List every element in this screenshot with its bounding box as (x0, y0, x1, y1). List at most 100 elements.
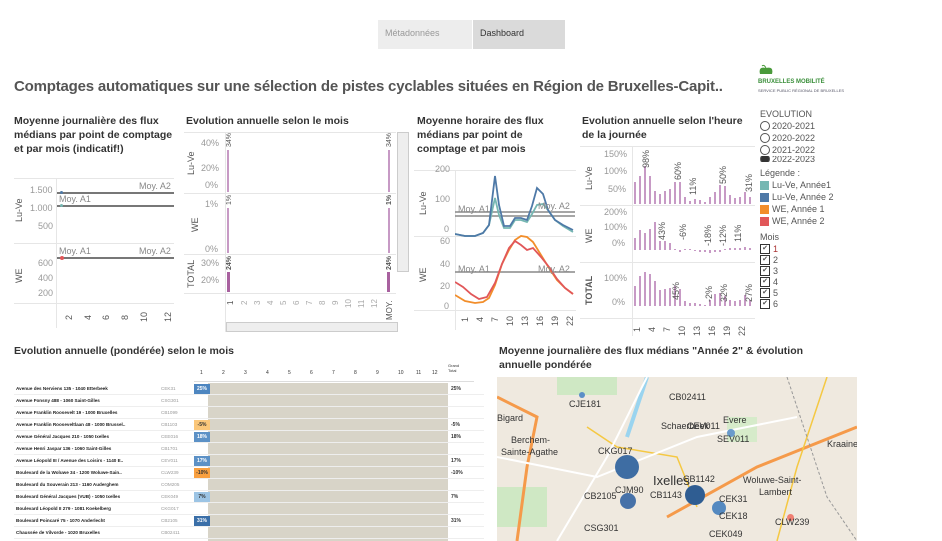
station-label: CSG301 (584, 523, 619, 533)
value-label: -18% (703, 224, 713, 246)
tick: 0 (444, 301, 450, 311)
value-label: 60% (673, 161, 683, 180)
tick: 7 (305, 300, 314, 305)
option-label: 2020-2022 (772, 133, 816, 143)
tick: 13 (520, 315, 530, 326)
station-label: CB02411 (669, 392, 706, 402)
station-marker[interactable] (787, 514, 794, 521)
swatch-icon (760, 204, 769, 214)
panel3-row-we: WE (418, 267, 428, 283)
station-marker[interactable] (685, 485, 705, 505)
checkbox-checked-icon: ✔ (760, 265, 770, 276)
tick: 10 (139, 311, 149, 322)
col-header: 9 (376, 370, 379, 376)
station-label: SEV011 (717, 434, 750, 444)
tick: 6 (101, 314, 111, 320)
mois-checkbox-4[interactable]: ✔ 4 (760, 276, 834, 287)
radio-icon (760, 133, 770, 143)
tick: 8 (120, 314, 130, 320)
tick: 22 (565, 315, 575, 326)
mois-checkbox-6[interactable]: ✔ 6 (760, 298, 834, 309)
table-row[interactable]: Boulevard Général Jacques (VUB) - 1050 I… (14, 491, 484, 503)
table-row[interactable]: Avenue Léopold III / Avenue des Loisirs … (14, 455, 484, 467)
station-marker[interactable] (620, 493, 636, 509)
evolution-option-2022-2023[interactable]: 2022-2023 (760, 156, 834, 162)
tick: 0% (612, 238, 626, 248)
panel2-scrollbar-v[interactable] (397, 132, 409, 272)
panel4-title: Evolution annuelle selon l'heure de la j… (582, 115, 743, 141)
mois-checkbox-2[interactable]: ✔ 2 (760, 254, 834, 265)
ref-label: Moy. A1 (458, 264, 490, 274)
tick: 400 (38, 273, 54, 283)
evolution-option-2020-2021[interactable]: 2020-2021 (760, 120, 834, 132)
ref-label: Moy. A1 (59, 194, 91, 204)
tick: 20 (440, 281, 451, 291)
mois-checkbox-3[interactable]: ✔ 3 (760, 265, 834, 276)
tick: MOY. (385, 300, 394, 320)
bike-counter-map[interactable]: Berchem- Sainte-Agathe Schaerbeek Evere … (497, 377, 857, 541)
legend-label: WE, Année 2 (772, 216, 825, 226)
tick: 0% (205, 180, 219, 190)
station-marker[interactable] (615, 455, 639, 479)
table-row[interactable]: Boulevard Poincaré 75 - 1070 Anderlecht C… (14, 515, 484, 527)
tick: 22 (737, 325, 747, 336)
ref-label: Moy. A2 (538, 201, 570, 211)
table-row[interactable]: Avenue Franklin Rooseveltlaan 48 - 1000 … (14, 419, 484, 431)
tab-dashboard[interactable]: Dashboard (473, 20, 565, 49)
tick: 150% (604, 149, 628, 159)
table-row[interactable]: Avenue Henri Jaspar 136 - 1060 Saint-Gil… (14, 443, 484, 455)
checkbox-checked-icon: ✔ (760, 276, 770, 287)
panel4-row-total: TOTAL (584, 275, 594, 305)
tick: 200% (604, 207, 628, 217)
station-marker[interactable] (712, 501, 726, 515)
filter-legend-panel: EVOLUTION 2020-2021 2020-2022 2021-2022 … (760, 109, 834, 309)
mois-checkbox-1[interactable]: ✔ 1 (760, 243, 834, 254)
station-label: CJE181 (569, 399, 602, 409)
tick: 19 (722, 325, 732, 336)
station-label: CEK31 (719, 494, 748, 504)
map-title: Moyenne journalière des flux médians "An… (499, 345, 804, 371)
table-row[interactable]: Boulevard du Souverain 213 - 1160 Auderg… (14, 479, 484, 491)
evolution-title: EVOLUTION (760, 109, 813, 119)
tick: 7 (662, 326, 672, 332)
station-label: CKG017 (598, 446, 633, 456)
brussels-mobility-logo: BRUXELLES MOBILITÉ SERVICE PUBLIC RÉGION… (758, 64, 868, 100)
col-header: 6 (310, 370, 313, 376)
radio-selected-icon (760, 156, 770, 162)
mois-checkbox-5[interactable]: ✔ 5 (760, 287, 834, 298)
tick: 40 (440, 259, 451, 269)
panel3-title: Moyenne horaire des flux médians par poi… (417, 115, 544, 155)
table-row[interactable]: Avenue Fonsny 488 - 1060 Saint-Gilles CSG… (14, 395, 484, 407)
table-row[interactable]: Boulevard de la Woluwe 34 - 1200 Woluwe-… (14, 467, 484, 479)
tick: 0 (444, 224, 450, 234)
station-label: CEK18 (719, 511, 748, 521)
evolution-option-2021-2022[interactable]: 2021-2022 (760, 144, 834, 156)
table-row[interactable]: Avenue Franklin Roosevelt 19 - 1000 Brux… (14, 407, 484, 419)
panel3-row-luve: Lu-Ve (418, 191, 428, 215)
table-row[interactable]: Avenue Général Jacques 210 - 1050 Ixelle… (14, 431, 484, 443)
value-label: 98% (641, 149, 651, 168)
tick: 13 (692, 325, 702, 336)
station-marker[interactable] (579, 392, 585, 398)
tab-metadonnees[interactable]: Métadonnées (378, 20, 472, 49)
tick: 3 (253, 300, 262, 305)
table-row[interactable]: Chaussée de Vilvorde - 1020 Bruxelles CB0… (14, 527, 484, 539)
tick: 1% (205, 199, 219, 209)
panel2-scrollbar-h[interactable] (226, 322, 398, 332)
value-label: 1% (386, 194, 393, 205)
map-place-label: Evere (723, 415, 747, 425)
tick: 200 (435, 164, 451, 174)
map-place-label: Lambert (759, 487, 793, 497)
table-row[interactable]: Avenue des Nerviens 135 - 1040 Etterbeek… (14, 383, 484, 395)
evolution-option-2020-2022[interactable]: 2020-2022 (760, 132, 834, 144)
swatch-icon (760, 180, 769, 190)
checkbox-label: 1 (773, 243, 779, 254)
logo-subtitle: SERVICE PUBLIC RÉGIONAL DE BRUXELLES (758, 88, 845, 93)
tick: 4 (647, 326, 657, 332)
ref-label: Moy. A2 (139, 246, 171, 256)
tick: 1 (460, 316, 470, 322)
col-header: 3 (244, 370, 247, 376)
table-row[interactable]: Boulevard Léopold II 279 - 1081 Koekelbe… (14, 503, 484, 515)
station-marker[interactable] (727, 429, 735, 437)
legend-label: WE, Année 1 (772, 204, 825, 214)
